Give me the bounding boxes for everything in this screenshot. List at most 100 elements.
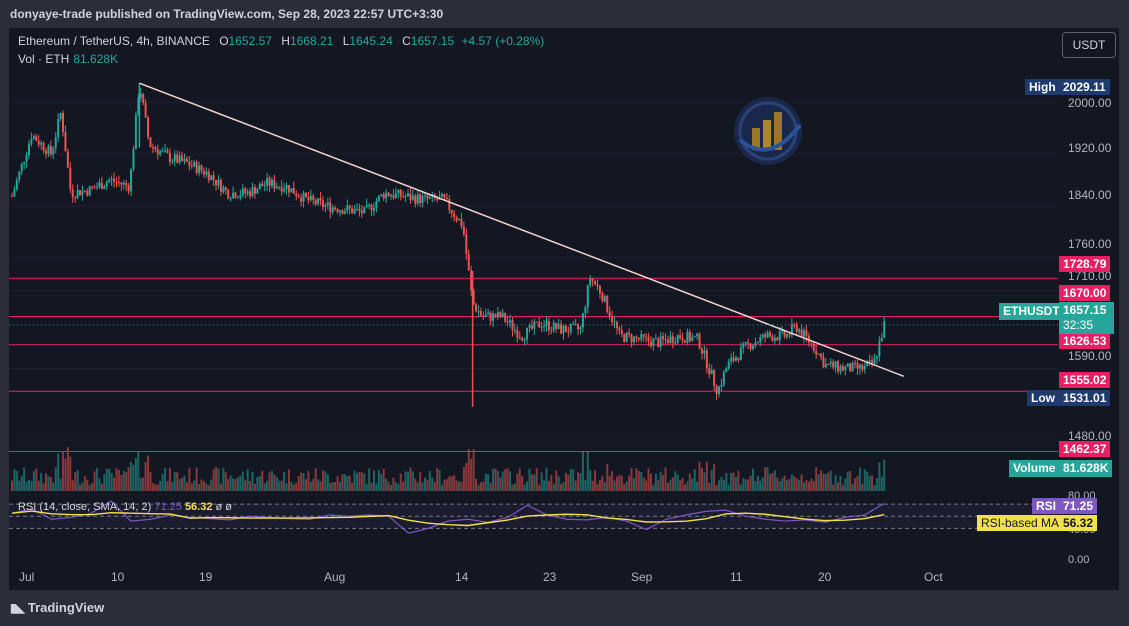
volume-bar xyxy=(705,461,708,491)
volume-bar xyxy=(756,476,759,491)
volume-bar xyxy=(832,484,835,491)
candle-body xyxy=(734,357,737,361)
candle-body xyxy=(871,360,874,364)
volume-bar xyxy=(280,480,283,491)
candle-body xyxy=(538,321,541,328)
candle-body xyxy=(45,150,48,155)
volume-bar xyxy=(105,468,108,491)
candle-body xyxy=(132,149,135,170)
volume-bar xyxy=(841,484,844,491)
candle-body xyxy=(771,336,774,341)
candle-body xyxy=(477,311,480,313)
volume-bar xyxy=(496,470,499,491)
candle-body xyxy=(800,329,803,337)
candle-body xyxy=(705,350,708,369)
candle-body xyxy=(513,329,516,331)
volume-bar xyxy=(708,483,711,491)
candle-body xyxy=(117,182,120,184)
volume-bar xyxy=(428,470,431,491)
volume-bar xyxy=(132,464,135,491)
volume-bar xyxy=(662,475,665,491)
candle-body xyxy=(489,312,492,321)
volume-bar xyxy=(834,475,837,491)
chart-frame[interactable] xyxy=(9,28,1119,590)
low-value-tag: 1531.01 xyxy=(1059,390,1111,406)
volume-bar xyxy=(37,480,40,491)
volume-bar xyxy=(715,484,718,491)
volume-bar xyxy=(287,469,290,491)
candle-body xyxy=(324,205,327,207)
volume-bar xyxy=(224,472,227,491)
volume-bar xyxy=(868,475,871,491)
volume-bar xyxy=(176,472,179,491)
volume-bar xyxy=(100,483,103,491)
volume-bar xyxy=(781,478,784,491)
volume-bar xyxy=(747,479,750,491)
candle-body xyxy=(596,284,599,287)
candle-body xyxy=(611,316,614,323)
volume-bar xyxy=(499,477,502,491)
volume-bar xyxy=(703,472,706,491)
candle-body xyxy=(620,330,623,335)
candle-body xyxy=(198,165,201,174)
candle-body xyxy=(773,337,776,341)
volume-bar xyxy=(23,467,26,491)
tradingview-logo[interactable]: ▮◣ TradingView xyxy=(10,600,104,615)
volume-bar xyxy=(793,476,796,491)
candle-body xyxy=(200,165,203,171)
volume-bar xyxy=(824,474,827,491)
volume-bar xyxy=(188,468,191,491)
volume-bar xyxy=(219,483,222,491)
candle-body xyxy=(795,324,798,332)
currency-button[interactable]: USDT xyxy=(1062,32,1116,58)
volume-bar xyxy=(127,467,130,491)
volume-bar xyxy=(637,471,640,491)
volume-bar xyxy=(810,478,813,491)
volume-bar xyxy=(501,471,504,491)
candle-body xyxy=(453,213,456,218)
volume-bar xyxy=(302,473,305,491)
candle-body xyxy=(443,193,446,198)
volume-tag-value: 81.628K xyxy=(1059,460,1113,477)
volume-bar xyxy=(611,471,614,491)
volume-bar xyxy=(326,474,329,491)
volume-bar xyxy=(564,472,567,491)
candle-body xyxy=(103,186,106,189)
volume-bar xyxy=(130,461,133,491)
candle-body xyxy=(402,196,405,198)
volume-bar xyxy=(686,481,689,491)
candle-body xyxy=(100,182,103,189)
volume-bar xyxy=(319,481,322,491)
candle-body xyxy=(555,322,558,329)
candle-body xyxy=(671,336,674,343)
volume-bar xyxy=(472,449,475,491)
candle-body xyxy=(353,209,356,214)
volume-bar xyxy=(448,476,451,491)
volume-bar xyxy=(217,468,220,491)
candle-body xyxy=(645,336,648,338)
volume-bar xyxy=(236,477,239,491)
volume-bar xyxy=(759,480,762,491)
candle-body xyxy=(166,150,169,153)
volume-bar xyxy=(861,483,864,491)
last-price-value: 1657.15 xyxy=(1063,303,1107,317)
candle-body xyxy=(829,362,832,365)
volume-bar xyxy=(555,470,558,491)
candle-body xyxy=(35,136,38,141)
time-tick: 20 xyxy=(818,570,832,584)
candle-body xyxy=(535,321,538,323)
candle-body xyxy=(769,332,772,337)
candle-body xyxy=(465,234,468,254)
volume-bar xyxy=(475,479,478,491)
volume-bar xyxy=(57,453,60,491)
candle-body xyxy=(287,185,290,193)
candle-body xyxy=(540,326,543,328)
candle-body xyxy=(613,321,616,323)
volume-bar xyxy=(377,470,380,491)
candle-body xyxy=(509,320,512,323)
volume-bar xyxy=(509,471,512,491)
high-label: High xyxy=(1025,79,1060,95)
candle-body xyxy=(679,335,682,339)
candle-body xyxy=(854,362,857,364)
